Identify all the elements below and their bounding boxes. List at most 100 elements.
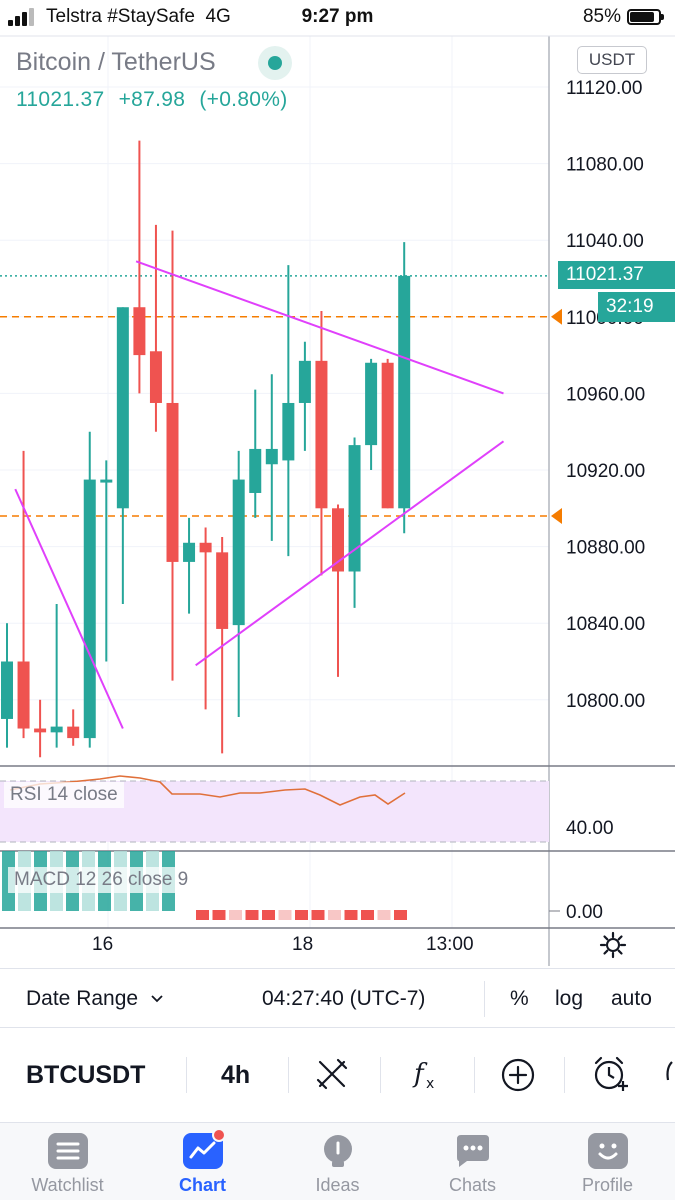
candle: [298, 341, 311, 451]
candle-body: [232, 479, 245, 626]
tab-watchlist[interactable]: Watchlist: [0, 1123, 135, 1200]
tab-label: Chats: [448, 1175, 497, 1195]
candle: [315, 311, 328, 576]
alert-marker-icon: [551, 308, 562, 325]
chart-settings-icon[interactable]: [598, 930, 628, 960]
candle-body: [365, 362, 378, 446]
macd-histogram-bar: [328, 910, 341, 920]
candle-body: [17, 661, 30, 729]
divider: [484, 981, 485, 1017]
divider: [564, 1057, 565, 1093]
price-chart[interactable]: 11120.0011080.0011040.0011000.0010960.00…: [0, 0, 675, 968]
tab-ideas[interactable]: Ideas: [270, 1123, 405, 1200]
candle-body: [216, 552, 229, 629]
candle: [166, 230, 179, 681]
candle: [332, 504, 344, 677]
candle: [67, 709, 80, 746]
macd-histogram-bar: [377, 910, 391, 920]
candle-body: [83, 479, 96, 739]
candle-body: [116, 307, 129, 509]
alarm-clock-plus-icon[interactable]: [590, 1054, 630, 1094]
candle-body: [315, 360, 328, 509]
macd-axis-tick: 0.00: [566, 902, 603, 923]
auto-scale-toggle[interactable]: auto: [611, 987, 652, 1010]
tab-label: Chart: [178, 1175, 226, 1195]
candle: [17, 450, 30, 739]
price-axis-tick: 10800.00: [566, 691, 645, 712]
battery-icon: [627, 9, 664, 25]
bar-countdown-label: 32:19: [598, 292, 675, 322]
more-tools-icon[interactable]: [664, 1058, 675, 1092]
price-change: +87.98: [118, 88, 186, 111]
trendline: [14, 488, 124, 729]
drawing-tools-icon[interactable]: [314, 1056, 350, 1092]
candle-body: [133, 307, 146, 356]
divider: [380, 1057, 381, 1093]
candle: [249, 389, 262, 518]
rsi-line: [9, 775, 406, 806]
rsi-legend[interactable]: RSI 14 close: [4, 782, 124, 808]
candle: [381, 358, 394, 509]
tab-label: Ideas: [315, 1175, 360, 1195]
tab-chats[interactable]: Chats: [405, 1123, 540, 1200]
time-axis-tick: 13:00: [426, 934, 474, 955]
candle: [1, 623, 13, 748]
candle-body: [398, 275, 411, 509]
candle-body: [149, 351, 162, 403]
candle: [133, 140, 146, 394]
candle-body: [332, 508, 344, 572]
macd-histogram-bar: [344, 910, 358, 920]
indicators-fx-icon[interactable]: f x: [410, 1056, 442, 1092]
timezone-clock[interactable]: 04:27:40 (UTC-7): [262, 987, 426, 1010]
macd-legend[interactable]: MACD 12 26 close 9: [8, 867, 195, 893]
candle: [100, 460, 113, 662]
last-price: 11021.37: [16, 88, 105, 111]
last-price-label: 11021.37: [558, 261, 675, 289]
candle: [83, 431, 96, 748]
candle: [199, 527, 212, 710]
candle-body: [265, 448, 278, 465]
add-plus-circle-icon[interactable]: [500, 1057, 536, 1093]
candle-body: [50, 726, 63, 733]
symbol-selector[interactable]: BTCUSDT: [26, 1061, 146, 1089]
macd-histogram-bar: [295, 910, 308, 920]
symbol-title[interactable]: Bitcoin / TetherUS: [16, 48, 216, 76]
candle: [50, 604, 63, 748]
date-range-button[interactable]: Date Range: [26, 987, 164, 1011]
candle: [348, 437, 361, 608]
candle: [282, 265, 295, 557]
trendline: [135, 260, 504, 395]
macd-histogram-bar: [278, 910, 292, 920]
percent-scale-toggle[interactable]: %: [510, 987, 529, 1010]
tab-profile[interactable]: Profile: [540, 1123, 675, 1200]
macd-histogram-bar: [245, 910, 259, 920]
tab-chart[interactable]: Chart: [135, 1123, 270, 1200]
candle-body: [34, 728, 47, 733]
macd-histogram-bar: [394, 910, 407, 920]
battery-percent: 85%: [582, 6, 621, 27]
candle: [183, 517, 196, 614]
time-axis-tick: 18: [292, 934, 314, 955]
chat-bubble-icon: [457, 1135, 489, 1167]
price-axis-tick: 10840.00: [566, 614, 645, 635]
candle: [398, 242, 411, 534]
chart-icon: [183, 1128, 226, 1169]
tab-label: Watchlist: [31, 1175, 104, 1195]
time-axis-tick: 16: [92, 934, 114, 955]
log-scale-toggle[interactable]: log: [555, 987, 584, 1010]
candle-body: [249, 448, 262, 493]
candle-body: [381, 362, 394, 509]
lightbulb-icon: [324, 1135, 352, 1167]
market-open-indicator: [258, 46, 292, 80]
candle: [116, 307, 129, 605]
candle-body: [67, 726, 80, 739]
macd-histogram-bar: [262, 910, 275, 920]
macd-histogram-bar: [196, 910, 209, 920]
interval-selector[interactable]: 4h: [221, 1061, 251, 1089]
quote-currency-button[interactable]: USDT: [577, 46, 647, 74]
alert-marker-icon: [551, 507, 562, 524]
candle: [149, 224, 162, 432]
divider: [474, 1057, 475, 1093]
status-bar: Telstra #StaySafe 4G 9:27 pm 85%: [0, 0, 675, 34]
divider: [288, 1057, 289, 1093]
